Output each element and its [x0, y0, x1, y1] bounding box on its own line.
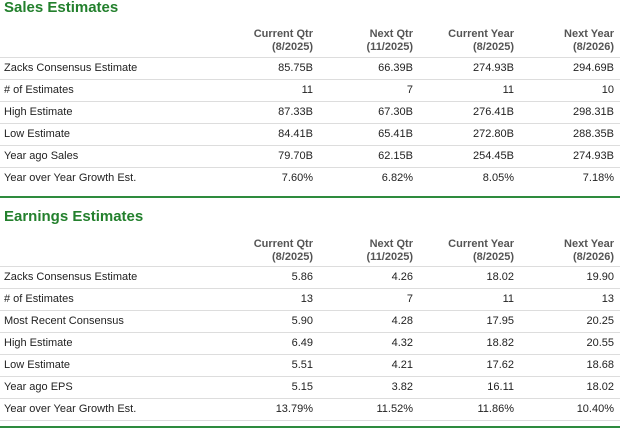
sales-estimates-title: Sales Estimates — [4, 0, 119, 16]
cell-value: 85.75B — [278, 62, 313, 74]
earnings-estimates-title: Earnings Estimates — [4, 208, 144, 225]
table-row: Year over Year Growth Est. 13.79% 11.52%… — [0, 398, 620, 421]
table-row: # of Estimates 11 7 11 10 — [0, 79, 620, 101]
earnings-table-header: Current Qtr (8/2025) Next Qtr (11/2025) Cu… — [0, 223, 620, 263]
row-label: Zacks Consensus Estimate — [4, 271, 138, 283]
cell-value: 5.90 — [291, 315, 313, 327]
cell-value: 17.62 — [486, 359, 514, 371]
table-row: Zacks Consensus Estimate 85.75B 66.39B 2… — [0, 57, 620, 79]
bottom-divider — [0, 426, 620, 428]
table-row: Low Estimate 84.41B 65.41B 272.80B 288.3… — [0, 123, 620, 145]
cell-value: 18.02 — [486, 271, 514, 283]
earnings-col-current-qtr: Current Qtr (8/2025) — [253, 238, 313, 263]
earnings-estimates-section: Earnings Estimates Current Qtr (8/2025) N… — [0, 207, 620, 427]
cell-value: 18.82 — [486, 337, 514, 349]
cell-value: 11 — [301, 84, 313, 96]
cell-value: 3.82 — [391, 381, 413, 393]
cell-value: 62.15B — [378, 150, 413, 162]
sales-table-header: Current Qtr (8/2025) Next Qtr (11/2025) Cu… — [0, 16, 620, 56]
cell-value: 10 — [601, 84, 614, 96]
cell-value: 276.41B — [473, 106, 514, 118]
cell-value: 17.95 — [486, 315, 514, 327]
cell-value: 4.21 — [391, 359, 413, 371]
cell-value: 294.69B — [573, 62, 614, 74]
table-row: Year ago EPS 5.15 3.82 16.11 18.02 — [0, 376, 620, 398]
sales-col-current-qtr: Current Qtr (8/2025) — [253, 28, 313, 53]
earnings-table-body: Zacks Consensus Estimate 5.86 4.26 18.02… — [0, 266, 620, 421]
earnings-col-current-year: Current Year (8/2025) — [448, 238, 514, 263]
cell-value: 11 — [502, 293, 514, 305]
cell-value: 18.02 — [586, 381, 614, 393]
table-row: Year over Year Growth Est. 7.60% 6.82% 8… — [0, 167, 620, 189]
cell-value: 7.60% — [281, 172, 313, 184]
row-label: Low Estimate — [4, 128, 71, 140]
cell-value: 6.49 — [291, 337, 313, 349]
sales-table-body: Zacks Consensus Estimate 85.75B 66.39B 2… — [0, 57, 620, 189]
cell-value: 7 — [406, 293, 413, 305]
cell-value: 4.28 — [391, 315, 413, 327]
table-row: Most Recent Consensus 5.90 4.28 17.95 20… — [0, 310, 620, 332]
sales-col-next-qtr: Next Qtr (11/2025) — [366, 28, 413, 53]
cell-value: 254.45B — [473, 150, 514, 162]
table-row: Zacks Consensus Estimate 5.86 4.26 18.02… — [0, 266, 620, 288]
table-row: High Estimate 6.49 4.32 18.82 20.55 — [0, 332, 620, 354]
cell-value: 288.35B — [573, 128, 614, 140]
row-label: Year over Year Growth Est. — [4, 172, 137, 184]
table-row: High Estimate 87.33B 67.30B 276.41B 298.… — [0, 101, 620, 123]
table-row: Low Estimate 5.51 4.21 17.62 18.68 — [0, 354, 620, 376]
earnings-col-next-qtr: Next Qtr (11/2025) — [366, 238, 413, 263]
sales-col-current-year: Current Year (8/2025) — [448, 28, 514, 53]
cell-value: 87.33B — [278, 106, 313, 118]
cell-value: 13.79% — [275, 403, 313, 415]
cell-value: 5.15 — [291, 381, 313, 393]
cell-value: 18.68 — [586, 359, 614, 371]
cell-value: 20.55 — [586, 337, 614, 349]
section-divider — [0, 196, 620, 198]
cell-value: 4.26 — [391, 271, 413, 283]
cell-value: 20.25 — [586, 315, 614, 327]
cell-value: 13 — [601, 293, 614, 305]
table-row: # of Estimates 13 7 11 13 — [0, 288, 620, 310]
cell-value: 84.41B — [278, 128, 313, 140]
cell-value: 79.70B — [278, 150, 313, 162]
cell-value: 298.31B — [573, 106, 614, 118]
row-label: Year over Year Growth Est. — [4, 403, 137, 415]
row-label: Low Estimate — [4, 359, 71, 371]
cell-value: 6.82% — [381, 172, 413, 184]
cell-value: 7 — [406, 84, 413, 96]
cell-value: 4.32 — [391, 337, 413, 349]
cell-value: 65.41B — [378, 128, 413, 140]
cell-value: 274.93B — [573, 150, 614, 162]
cell-value: 11.52% — [376, 403, 414, 415]
cell-value: 5.86 — [291, 271, 313, 283]
row-label: High Estimate — [4, 337, 73, 349]
table-row: Year ago Sales 79.70B 62.15B 254.45B 274… — [0, 145, 620, 167]
cell-value: 19.90 — [586, 271, 614, 283]
row-label: Zacks Consensus Estimate — [4, 62, 138, 74]
cell-value: 8.05% — [482, 172, 514, 184]
cell-value: 11 — [502, 84, 514, 96]
cell-value: 11.86% — [477, 403, 515, 415]
sales-estimates-section: Sales Estimates Current Qtr (8/2025) Next… — [0, 0, 620, 193]
cell-value: 67.30B — [378, 106, 413, 118]
cell-value: 274.93B — [473, 62, 514, 74]
cell-value: 16.11 — [487, 381, 514, 393]
earnings-col-next-year: Next Year (8/2026) — [564, 238, 614, 263]
row-label: # of Estimates — [4, 84, 74, 96]
row-label: Year ago EPS — [4, 381, 73, 393]
cell-value: 272.80B — [473, 128, 514, 140]
cell-value: 7.18% — [582, 172, 614, 184]
cell-value: 10.40% — [576, 403, 614, 415]
cell-value: 5.51 — [291, 359, 313, 371]
cell-value: 13 — [300, 293, 313, 305]
row-label: High Estimate — [4, 106, 73, 118]
sales-col-next-year: Next Year (8/2026) — [564, 28, 614, 53]
row-label: Year ago Sales — [4, 150, 79, 162]
row-label: # of Estimates — [4, 293, 74, 305]
cell-value: 66.39B — [378, 62, 413, 74]
row-label: Most Recent Consensus — [4, 315, 124, 327]
